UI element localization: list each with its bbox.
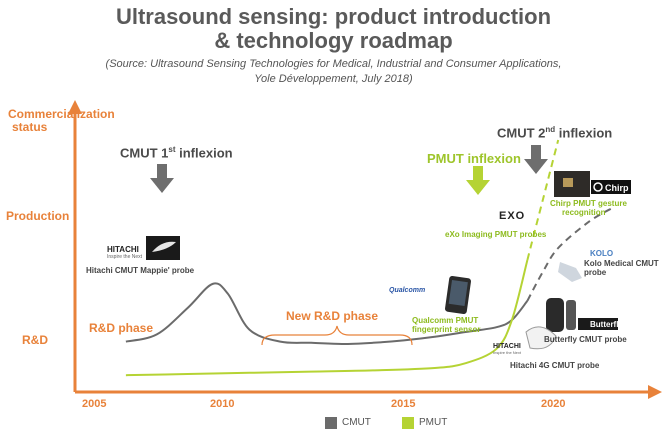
- cmut-first-sup: st: [168, 145, 176, 154]
- exo-logo: EXO: [499, 210, 526, 222]
- series-line-pmut-projection: [526, 139, 560, 261]
- legend-swatch-pmut: [402, 417, 414, 429]
- y-axis-arrow: [68, 100, 82, 114]
- kolo-logo: KOLO: [590, 249, 614, 258]
- source-line1: (Source: Ultrasound Sensing Technologies…: [105, 58, 562, 70]
- y-level-production: Production: [6, 209, 70, 223]
- exo-caption: eXo Imaging PMUT probes: [445, 230, 547, 239]
- cmut-first-inflexion-label: CMUT 1st inflexion: [120, 145, 233, 160]
- new-rd-phase-label: New R&D phase: [286, 309, 379, 323]
- qualcomm-caption-2: fingerprint sensor: [412, 325, 481, 334]
- hitachi-4g-probe-image: [525, 326, 557, 350]
- cmut-second-end: inflexion: [555, 125, 613, 141]
- y-axis-title-line1: Commercialization: [8, 107, 115, 121]
- x-tick-2005: 2005: [82, 398, 107, 410]
- qualcomm-caption: Qualcomm PMUT fingerprint sensor: [412, 316, 480, 334]
- butterfly-caption: Butterfly CMUT probe: [544, 335, 627, 344]
- page-title: Ultrasound sensing: product introduction: [115, 4, 552, 29]
- chirp-logo: Chirp: [605, 183, 629, 193]
- qualcomm-caption-1: Qualcomm PMUT: [412, 316, 479, 325]
- series-line-cmut-projection: [526, 206, 615, 302]
- pmut-arrow: [466, 166, 490, 195]
- cmut-second-main: CMUT 2: [497, 125, 546, 141]
- y-axis-title: Commercialization status: [8, 108, 115, 134]
- cmut-first-arrow: [150, 164, 174, 193]
- kolo-caption: Kolo Medical CMUT probe: [584, 259, 659, 277]
- hitachi-4g-logo: HITACHI Inspire the Next: [493, 343, 521, 355]
- y-level-rd: R&D: [22, 333, 48, 347]
- kolo-caption-2: probe: [584, 268, 607, 277]
- cmut-second-sup: nd: [545, 125, 556, 134]
- legend-label-pmut: PMUT: [419, 417, 448, 428]
- x-axis-arrow: [648, 385, 662, 399]
- chirp-logo-icon: [593, 182, 603, 192]
- hitachi-mappie-probe-image: [146, 236, 180, 260]
- new-rd-bracket: [261, 325, 413, 346]
- butterfly-probe-image: [546, 298, 618, 332]
- hitachi-logo-main: HITACHI: [107, 245, 139, 254]
- rd-phase-label: R&D phase: [89, 321, 154, 335]
- series-line-cmut: [125, 282, 529, 346]
- chirp-caption-1: Chirp PMUT gesture: [550, 199, 627, 208]
- cmut-first-main: CMUT 1: [120, 145, 169, 161]
- butterfly-logo: Butterfly: [590, 320, 623, 329]
- kolo-caption-1: Kolo Medical CMUT: [584, 259, 659, 268]
- page-title-line2: & technology roadmap: [214, 28, 453, 53]
- hitachi-4g-logo-sub: Inspire the Next: [493, 350, 522, 355]
- hitachi-logo-sub: Inspire the Next: [107, 254, 143, 260]
- hitachi-logo: HITACHI Inspire the Next: [107, 245, 142, 260]
- legend-label-cmut: CMUT: [342, 417, 371, 428]
- y-axis-title-line2: status: [12, 120, 48, 134]
- kolo-probe-image: [558, 262, 582, 282]
- hitachi-4g-logo-main: HITACHI: [493, 343, 521, 350]
- qualcomm-logo: Qualcomm: [389, 287, 426, 294]
- x-tick-2015: 2015: [391, 398, 416, 410]
- cmut-second-arrow: [524, 145, 548, 174]
- series-line-pmut: [125, 259, 529, 377]
- hitachi-mappie-caption: Hitachi CMUT Mappie' probe: [86, 266, 195, 275]
- cmut-first-end: inflexion: [175, 145, 233, 161]
- hitachi-4g-caption: Hitachi 4G CMUT probe: [510, 361, 600, 370]
- x-tick-2020: 2020: [541, 398, 566, 410]
- chirp-caption: Chirp PMUT gesture recognition: [550, 199, 627, 217]
- cmut-second-inflexion-label: CMUT 2nd inflexion: [497, 125, 612, 140]
- source-line2: Yole Développement, July 2018): [254, 73, 413, 85]
- chirp-caption-2: recognition: [562, 208, 606, 217]
- qualcomm-phone-image: [444, 276, 472, 314]
- pmut-inflexion-label: PMUT inflexion: [427, 151, 521, 166]
- x-tick-2010: 2010: [210, 398, 235, 410]
- legend-swatch-cmut: [325, 417, 337, 429]
